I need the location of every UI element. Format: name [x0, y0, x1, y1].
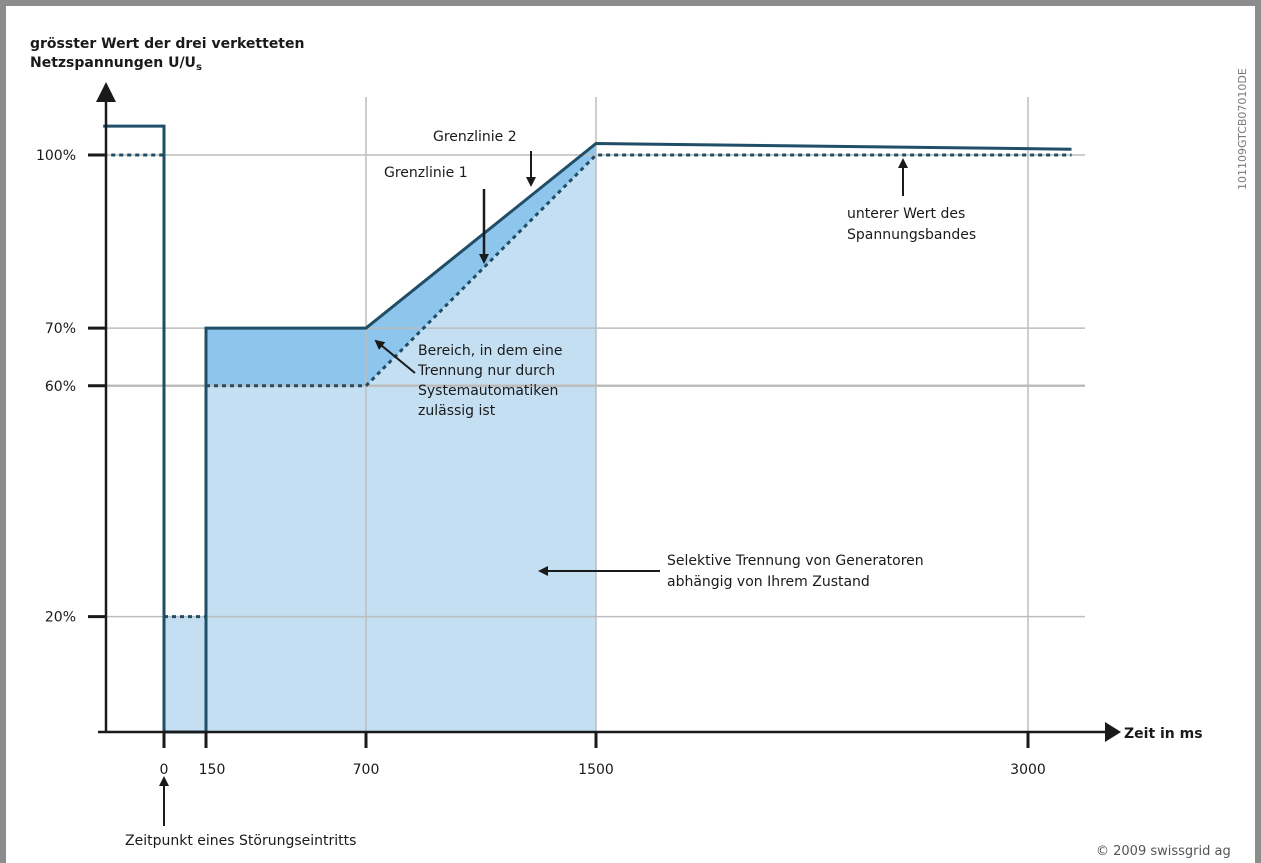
- annotation-grenzlinie-2: Grenzlinie 2: [433, 129, 517, 145]
- annotation-selektive-trennung: Selektive Trennung von Generatoren abhän…: [667, 553, 928, 590]
- chart-title-subscript: s: [196, 62, 202, 73]
- annotation-line: Trennung nur durch: [417, 363, 555, 379]
- y-tick-label: 20%: [45, 610, 76, 626]
- annotation-line: Grenzlinie 1: [384, 165, 468, 181]
- chart-title-line2: Netzspannungen U/Us: [30, 55, 202, 73]
- chart-title-main: Netzspannungen U/U: [30, 55, 196, 71]
- x-tick-label: 0: [160, 762, 169, 778]
- x-axis-label: Zeit in ms: [1124, 726, 1203, 742]
- y-axis-arrowhead: [96, 82, 116, 102]
- annotation-line: Grenzlinie 2: [433, 129, 517, 145]
- y-tick-label: 60%: [45, 379, 76, 395]
- annotation-zeitpunkt: Zeitpunkt eines Störungseintritts: [125, 833, 356, 849]
- x-tick-label: 150: [199, 762, 226, 778]
- document-code: 101109GTCB07010DE: [1236, 68, 1249, 190]
- annotation-line: unterer Wert des: [847, 206, 965, 222]
- region-system: [206, 143, 596, 386]
- series-grenzlinie-1: [206, 153, 1072, 388]
- annotation-line: Systemautomatiken: [418, 383, 558, 399]
- annotation-line: Selektive Trennung von Generatoren: [667, 553, 924, 569]
- arrow-bereich: [374, 339, 416, 374]
- annotation-spannungsband: unterer Wert des Spannungsbandes: [847, 206, 976, 243]
- x-tick-label: 700: [353, 762, 380, 778]
- x-axis-arrowhead: [1105, 722, 1121, 742]
- annotation-line: abhängig von Ihrem Zustand: [667, 574, 870, 590]
- y-tick-label: 70%: [45, 321, 76, 337]
- annotation-line: Spannungsbandes: [847, 227, 976, 243]
- y-tick-label: 100%: [36, 148, 76, 164]
- annotation-bereich: Bereich, in dem eine Trennung nur durch …: [417, 343, 567, 419]
- x-tick-label: 1500: [578, 762, 614, 778]
- annotation-line: Zeitpunkt eines Störungseintritts: [125, 833, 356, 849]
- copyright-notice: © 2009 swissgrid ag: [1096, 844, 1231, 859]
- annotation-grenzlinie-1: Grenzlinie 1: [384, 165, 468, 181]
- annotation-line: zulässig ist: [418, 403, 496, 419]
- x-tick-label: 3000: [1010, 762, 1046, 778]
- region-selective: [164, 155, 596, 732]
- annotation-line: Bereich, in dem eine: [418, 343, 562, 359]
- chart-title-line1: grösster Wert der drei verketteten: [30, 36, 304, 52]
